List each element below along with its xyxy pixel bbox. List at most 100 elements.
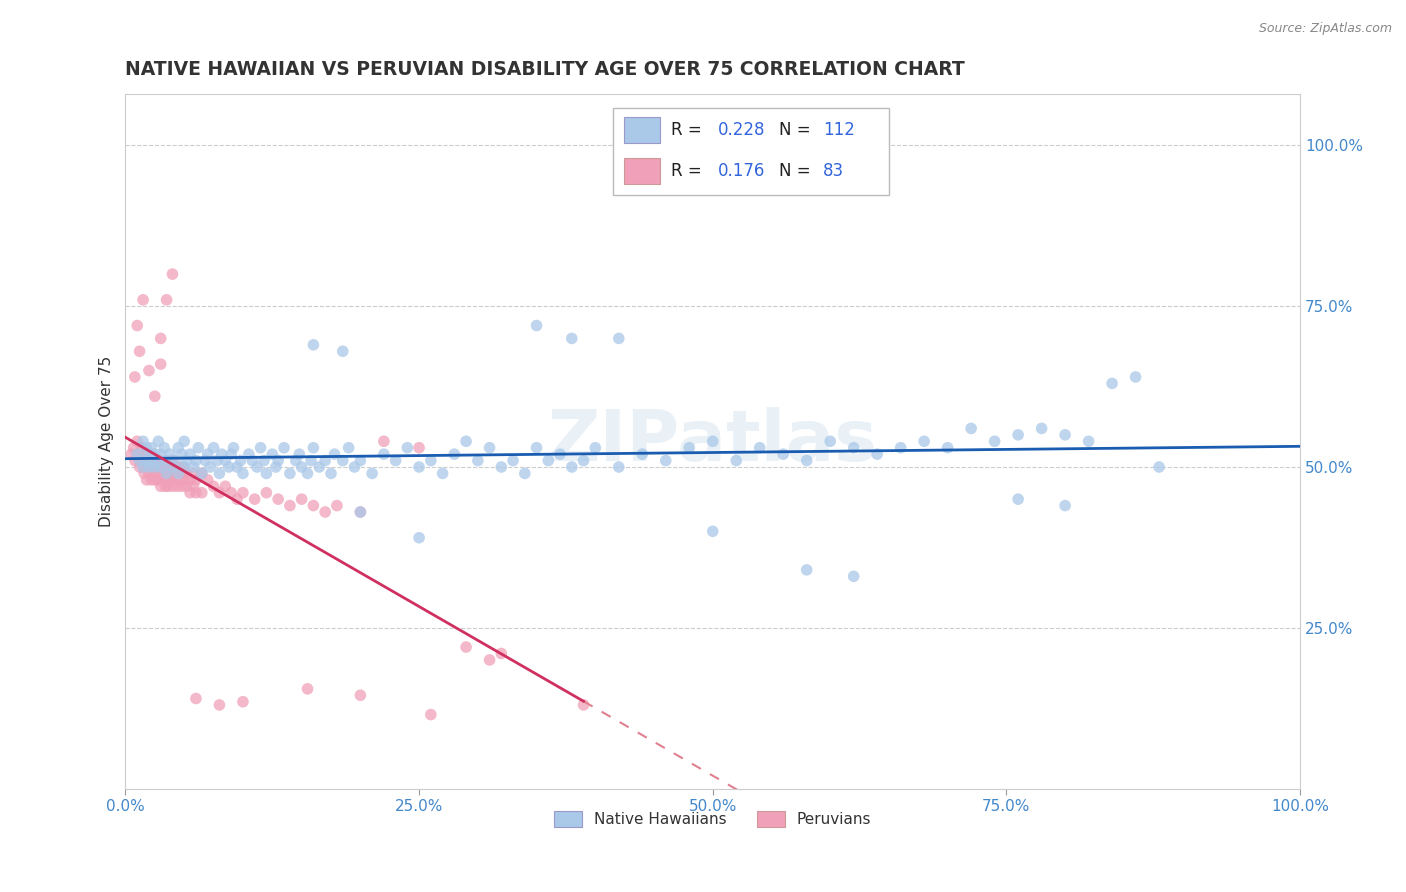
Point (349, 688, 371, 702)
Point (124, 370, 146, 384)
Point (332, 453, 354, 467)
Point (152, 473, 174, 487)
Point (218, 460, 240, 475)
Point (149, 467, 172, 481)
Point (143, 389, 166, 403)
Point (134, 453, 156, 467)
Point (170, 447, 193, 461)
Point (302, 338, 325, 352)
Point (912, 434, 935, 449)
Point (159, 460, 181, 475)
Point (960, 421, 983, 435)
Point (148, 460, 170, 475)
Point (748, 441, 770, 455)
Point (361, 467, 384, 481)
Point (253, 453, 276, 467)
Text: NATIVE HAWAIIAN VS PERUVIAN DISABILITY AGE OVER 75 CORRELATION CHART: NATIVE HAWAIIAN VS PERUVIAN DISABILITY A… (125, 60, 966, 78)
Point (183, 479, 205, 493)
Point (166, 479, 188, 493)
Point (132, 460, 155, 475)
Point (254, 467, 277, 481)
Point (526, 441, 548, 455)
Point (1147, 460, 1170, 475)
Point (491, 647, 513, 661)
Point (208, 485, 231, 500)
Point (214, 453, 236, 467)
Point (655, 453, 678, 467)
Point (155, 453, 177, 467)
Point (561, 331, 583, 345)
Point (176, 479, 198, 493)
Point (127, 318, 149, 333)
Point (132, 447, 155, 461)
Point (167, 441, 190, 455)
Point (1031, 421, 1053, 435)
Point (149, 357, 172, 371)
Point (890, 441, 912, 455)
Point (936, 441, 959, 455)
Point (162, 267, 184, 281)
Point (162, 453, 184, 467)
Point (141, 441, 163, 455)
Point (176, 453, 198, 467)
Point (211, 447, 233, 461)
Point (267, 453, 290, 467)
Point (127, 434, 149, 449)
Point (332, 344, 354, 359)
Point (513, 467, 536, 481)
Point (1054, 499, 1077, 513)
Point (291, 492, 314, 507)
Point (135, 473, 157, 487)
Point (179, 473, 201, 487)
Point (202, 479, 225, 493)
Point (138, 467, 160, 481)
Point (120, 447, 142, 461)
Point (226, 492, 249, 507)
Point (124, 453, 146, 467)
Point (299, 453, 322, 467)
Point (141, 453, 163, 467)
Point (141, 460, 163, 475)
Point (149, 453, 172, 467)
Point (128, 460, 150, 475)
Point (128, 453, 150, 467)
Point (184, 453, 207, 467)
Point (702, 434, 724, 449)
Point (122, 441, 145, 455)
Point (155, 293, 177, 307)
Point (246, 460, 269, 475)
Point (208, 467, 231, 481)
Point (138, 453, 160, 467)
Point (141, 473, 163, 487)
Point (262, 447, 284, 461)
Point (232, 695, 254, 709)
Point (373, 434, 395, 449)
Point (134, 467, 156, 481)
Point (288, 447, 311, 461)
Point (179, 485, 201, 500)
Point (264, 460, 287, 475)
Point (214, 479, 236, 493)
Point (155, 467, 177, 481)
Point (128, 453, 150, 467)
Point (267, 492, 290, 507)
Point (396, 441, 419, 455)
Point (278, 467, 301, 481)
Point (548, 447, 571, 461)
Point (1007, 428, 1029, 442)
Point (143, 460, 166, 475)
Point (149, 460, 172, 475)
Point (583, 441, 606, 455)
Point (254, 485, 277, 500)
Point (343, 460, 366, 475)
Point (183, 467, 205, 481)
Point (297, 467, 319, 481)
Point (191, 467, 214, 481)
Point (408, 531, 430, 545)
Point (349, 453, 371, 467)
Point (983, 434, 1005, 449)
Point (169, 473, 191, 487)
Point (818, 434, 841, 449)
Point (240, 453, 263, 467)
Point (132, 434, 155, 449)
